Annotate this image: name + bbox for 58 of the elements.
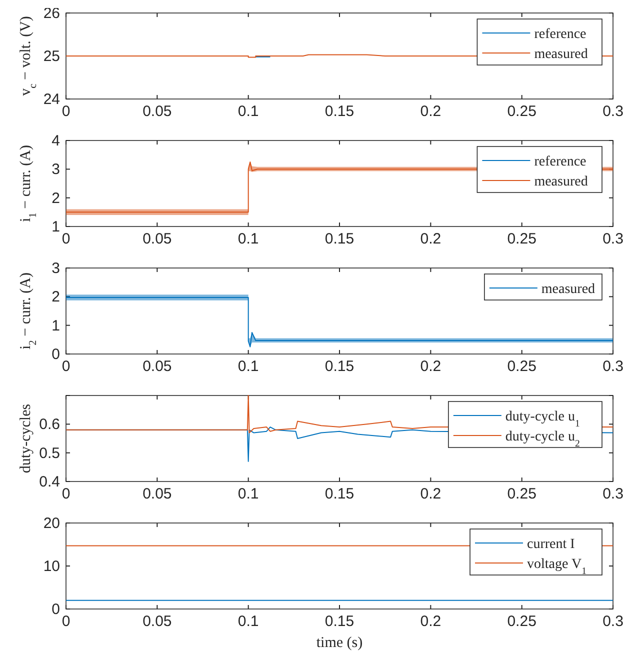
y-tick-label: 1 <box>52 317 60 334</box>
x-tick-label: 0.15 <box>324 358 354 375</box>
y-tick-label: 4 <box>52 132 60 150</box>
x-tick-label: 0.1 <box>238 103 259 120</box>
y-axis-title: duty-cycles <box>18 404 34 474</box>
x-tick-label: 0.25 <box>507 103 536 120</box>
x-tick-label: 0.05 <box>142 103 172 120</box>
legend-label: current I <box>527 537 576 552</box>
y-tick-label: 3 <box>52 161 60 178</box>
x-tick-label: 0.05 <box>142 486 172 502</box>
x-tick-label: 0.2 <box>420 230 442 248</box>
y-tick-label: 2 <box>52 190 60 207</box>
x-tick-label: 0.3 <box>602 230 623 248</box>
legend: measured <box>484 274 602 300</box>
y-tick-label: 25 <box>43 48 60 65</box>
x-tick-label: 0.25 <box>507 613 536 630</box>
y-tick-label: 20 <box>43 515 60 532</box>
legend-label: duty-cycle u$_{2}$ <box>505 430 580 449</box>
legend-label: duty-cycle u$_{1}$ <box>505 410 580 429</box>
x-tick-label: 0.25 <box>507 358 536 375</box>
y-tick-label: 3 <box>52 260 60 277</box>
y-tick-label: 0 <box>52 346 60 363</box>
y-tick-label: 0.5 <box>39 444 60 462</box>
x-tick-label: 0.25 <box>507 230 536 248</box>
legend-label: measured <box>541 282 596 297</box>
x-tick-label: 0.1 <box>238 230 259 248</box>
x-tick-label: 0.1 <box>238 486 259 502</box>
y-tick-label: 24 <box>43 91 60 108</box>
y-tick-label: 2 <box>52 288 60 306</box>
legend-label: reference <box>534 27 586 42</box>
y-tick-label: 0.4 <box>39 474 60 490</box>
y-tick-label: 0.6 <box>39 416 60 434</box>
y-tick-label: 0 <box>52 601 60 618</box>
x-tick-label: 0.05 <box>142 230 172 248</box>
legend-label: reference <box>534 154 586 170</box>
x-tick-label: 0.2 <box>420 486 442 502</box>
x-tick-label: 0.3 <box>602 613 623 630</box>
x-tick-label: 0.15 <box>324 103 354 120</box>
y-tick-label: 10 <box>43 558 60 575</box>
legend-label: voltage V$_{1}$ <box>527 557 587 576</box>
x-tick-label: 0.3 <box>602 358 623 375</box>
x-tick-label: 0.3 <box>602 103 623 120</box>
x-tick-label: 0.2 <box>420 358 442 375</box>
x-axis-title: time (s) <box>316 635 363 651</box>
x-tick-label: 0.05 <box>142 613 172 630</box>
x-tick-label: 0.25 <box>507 486 536 502</box>
x-tick-label: 0.15 <box>324 613 354 630</box>
x-tick-label: 0.15 <box>324 486 354 502</box>
x-tick-label: 0.1 <box>238 613 259 630</box>
x-tick-label: 0.2 <box>420 613 442 630</box>
x-tick-label: 0.05 <box>142 358 172 375</box>
y-tick-label: 1 <box>52 218 60 236</box>
legend-label: measured <box>534 174 588 190</box>
x-tick-label: 0.3 <box>602 486 623 502</box>
x-tick-label: 0.15 <box>324 230 354 248</box>
x-tick-label: 0.1 <box>238 358 259 375</box>
x-tick-label: 0.2 <box>420 103 442 120</box>
legend-label: measured <box>534 47 588 62</box>
